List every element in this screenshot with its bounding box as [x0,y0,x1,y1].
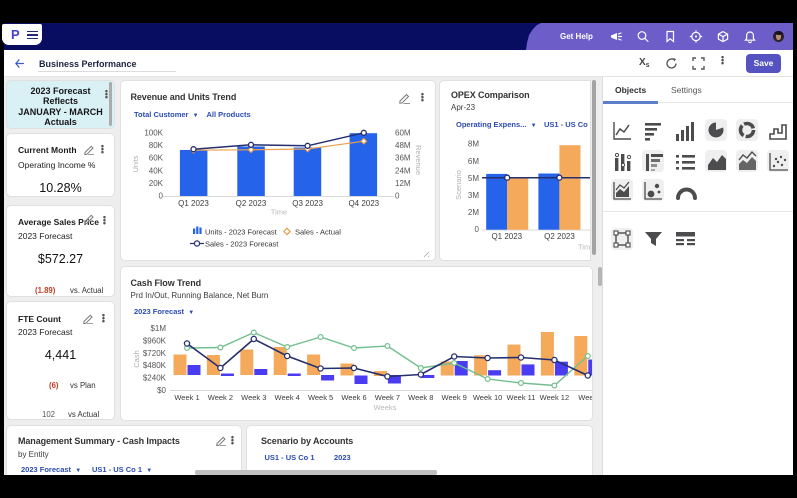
svg-text:Q1 2023: Q1 2023 [178,199,209,208]
svg-text:24M: 24M [395,166,411,175]
svg-text:20K: 20K [149,179,164,188]
svg-text:Week 1: Week 1 [174,393,199,402]
svg-text:Revenue: Revenue [414,145,423,175]
svg-text:0: 0 [159,192,164,201]
svg-text:Week 5: Week 5 [308,393,333,402]
svg-text:Q2 2023: Q2 2023 [236,199,267,208]
svg-text:Week 3: Week 3 [241,393,266,402]
svg-text:12M: 12M [395,179,411,188]
svg-text:Q4 2023: Q4 2023 [348,199,379,208]
svg-text:$480K: $480K [143,361,167,370]
svg-text:Week 11: Week 11 [507,393,536,402]
svg-text:Q1 2023: Q1 2023 [491,232,522,241]
svg-text:$1M: $1M [150,324,166,333]
svg-text:0: 0 [395,192,400,201]
svg-text:Scenario: Scenario [454,170,463,200]
svg-text:0: 0 [475,225,480,234]
svg-text:Week 10: Week 10 [473,393,502,402]
svg-text:100K: 100K [144,129,163,138]
svg-text:Weeks: Weeks [374,403,397,412]
svg-text:Cash: Cash [132,350,141,368]
svg-text:40K: 40K [149,166,164,175]
svg-text:Sales - 2023 Forecast: Sales - 2023 Forecast [205,240,279,249]
svg-text:Week 7: Week 7 [375,393,400,402]
svg-text:Week 9: Week 9 [442,393,467,402]
svg-text:$960K: $960K [143,336,167,345]
svg-text:Week: Week [578,393,592,402]
svg-text:Q3 2023: Q3 2023 [292,199,323,208]
svg-text:Week 12: Week 12 [540,393,569,402]
svg-text:Week 8: Week 8 [408,393,433,402]
svg-text:Week 6: Week 6 [341,393,366,402]
svg-text:Week 2: Week 2 [208,393,233,402]
svg-text:80K: 80K [149,141,164,150]
svg-text:48M: 48M [395,141,411,150]
svg-text:60K: 60K [149,154,164,163]
svg-text:Time: Time [271,208,287,217]
svg-text:$240K: $240K [143,374,167,383]
svg-text:Q2 2023: Q2 2023 [544,232,575,241]
svg-text:8M: 8M [468,140,479,149]
svg-text:6M: 6M [468,157,479,166]
svg-text:Week 4: Week 4 [275,393,300,402]
svg-text:Sales - Actual: Sales - Actual [295,228,341,237]
svg-text:3M: 3M [468,191,479,200]
svg-text:Units - 2023 Forecast: Units - 2023 Forecast [205,228,278,237]
svg-text:5M: 5M [468,174,479,183]
svg-text:60M: 60M [395,129,411,138]
svg-text:Tim: Tim [578,243,590,252]
svg-text:2M: 2M [468,208,479,217]
svg-text:Units: Units [131,155,140,172]
svg-text:$720K: $720K [143,349,167,358]
svg-text:$0: $0 [157,386,166,395]
svg-text:36M: 36M [395,154,411,163]
